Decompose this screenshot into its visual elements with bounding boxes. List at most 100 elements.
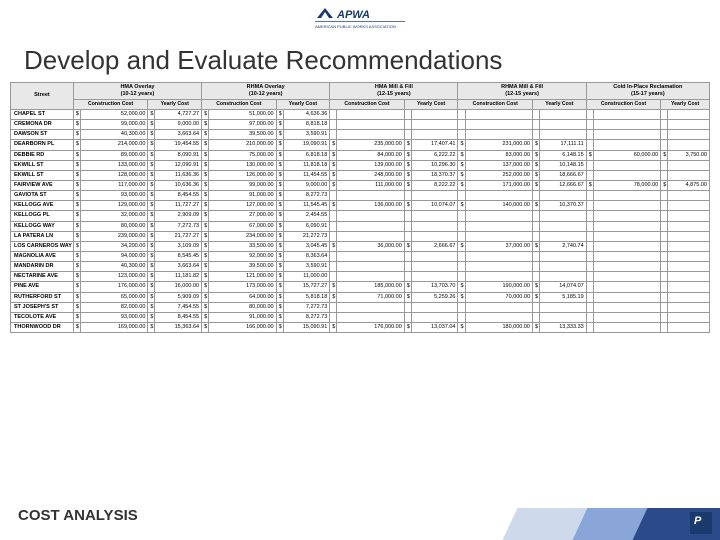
cell-value [668,110,710,120]
cell-currency [533,110,540,120]
table-row: GAVIOTA ST$93,000.00$8,454.55$91,000.00$… [11,191,710,201]
cell-currency: $ [276,110,283,120]
col-sub-1-0: Construction Cost [202,100,277,110]
cell-currency: $ [458,160,465,170]
cell-value [540,252,587,262]
cell-value: 3,109.09 [155,241,202,251]
cell-currency: $ [276,252,283,262]
cell-value [337,110,404,120]
cell-currency: $ [404,322,411,332]
cell-value: 6,222.22 [411,150,458,160]
cell-currency: $ [73,272,80,282]
table-row: EKWILL ST$128,000.00$11,636.36$126,000.0… [11,170,710,180]
cell-value [593,170,660,180]
cell-currency [586,322,593,332]
cell-currency: $ [330,170,337,180]
cell-currency: $ [73,140,80,150]
cell-currency: $ [73,241,80,251]
cell-currency [404,110,411,120]
cell-value [337,231,404,241]
cell-currency: $ [276,170,283,180]
cell-currency: $ [458,150,465,160]
cell-value [668,130,710,140]
cell-value [593,302,660,312]
cell-value: 10,370.37 [540,201,587,211]
col-method-4: Cold In-Place Reclamation(15-17 years) [586,83,709,100]
cell-currency: $ [73,120,80,130]
table-row: CHAPEL ST$52,000.00$4,727.27$51,000.00$4… [11,110,710,120]
cell-currency: $ [276,302,283,312]
cell-value [593,282,660,292]
cell-value: 75,000.00 [209,150,276,160]
cell-value [540,211,587,221]
cell-value: 89,000.00 [80,150,147,160]
cell-currency: $ [533,201,540,211]
cell-value: 169,000.00 [80,322,147,332]
cell-value [540,302,587,312]
cell-currency: $ [148,312,155,322]
cell-currency: $ [533,322,540,332]
cell-currency [661,262,668,272]
cell-value: 14,074.07 [540,282,587,292]
cell-currency: $ [330,160,337,170]
cell-value: 71,000.00 [337,292,404,302]
cell-value: 8,222.22 [411,181,458,191]
cell-currency: $ [73,282,80,292]
cell-value [465,272,532,282]
cell-currency [458,272,465,282]
cell-currency: $ [330,241,337,251]
cell-currency: $ [404,181,411,191]
col-sub-3-1: Yearly Cost [533,100,587,110]
cell-value [540,312,587,322]
cell-currency [661,231,668,241]
cell-value [337,221,404,231]
cell-value [593,292,660,302]
cell-value: 111,000.00 [337,181,404,191]
cell-currency [404,262,411,272]
cell-street: TECOLOTE AVE [11,312,74,322]
cell-currency [458,120,465,130]
cell-value [668,140,710,150]
cell-currency: $ [330,140,337,150]
cell-currency [586,292,593,302]
cell-value: 40,300.00 [80,130,147,140]
cell-value: 60,000.00 [593,150,660,160]
cell-value [593,160,660,170]
cell-value [411,302,458,312]
cell-currency [330,191,337,201]
cell-value: 9,000.00 [283,181,330,191]
cell-value: 234,000.00 [209,231,276,241]
cell-currency [458,130,465,140]
cell-currency [458,262,465,272]
cell-currency: $ [276,262,283,272]
cell-currency: $ [73,302,80,312]
cell-currency: $ [148,201,155,211]
cell-value: 8,272.73 [283,312,330,322]
cell-street: THORNWOOD DR [11,322,74,332]
cell-value [593,252,660,262]
cell-value [465,110,532,120]
cell-value [411,221,458,231]
cell-value [411,312,458,322]
cell-currency: $ [73,221,80,231]
cell-value: 83,000.00 [465,150,532,160]
cell-value: 10,148.15 [540,160,587,170]
cell-value: 17,111.11 [540,140,587,150]
cell-value: 130,000.00 [209,160,276,170]
cell-value: 3,590.91 [283,130,330,140]
cell-value [540,110,587,120]
page-title: Develop and Evaluate Recommendations [0,41,720,82]
cell-value: 91,000.00 [209,312,276,322]
cell-value [411,130,458,140]
col-sub-4-0: Construction Cost [586,100,661,110]
cell-value: 190,000.00 [465,282,532,292]
cell-currency [404,191,411,201]
cell-street: NECTARINE AVE [11,272,74,282]
cell-value: 171,000.00 [465,181,532,191]
cell-currency [458,252,465,262]
cell-currency: $ [202,231,209,241]
svg-text:AMERICAN PUBLIC WORKS ASSOCIAT: AMERICAN PUBLIC WORKS ASSOCIATION [315,24,396,29]
cell-value: 8,090.91 [155,150,202,160]
table-row: PINE AVE$176,000.00$16,000.00$173,000.00… [11,282,710,292]
cell-currency [533,120,540,130]
